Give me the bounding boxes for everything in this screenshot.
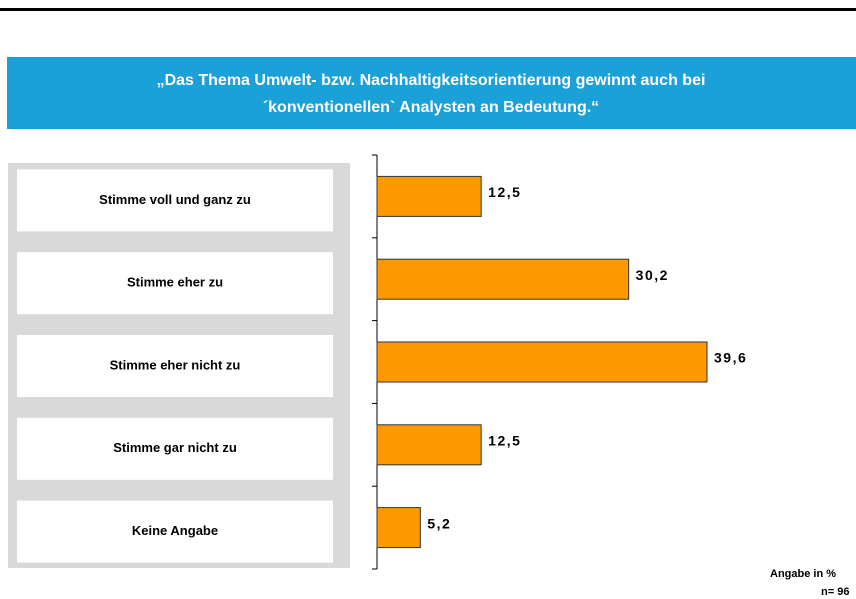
- bar: [376, 424, 482, 466]
- bar: [376, 258, 630, 300]
- value-label: 12,5: [488, 433, 521, 449]
- bar: [376, 341, 708, 383]
- category-label: Stimme gar nicht zu: [113, 440, 237, 455]
- top-rule: [0, 8, 856, 11]
- label-box: [17, 417, 333, 480]
- category-label: Stimme eher zu: [127, 275, 223, 290]
- label-box: [17, 169, 333, 232]
- bar: [376, 507, 421, 549]
- label-box: [17, 252, 333, 315]
- value-label: 12,5: [488, 184, 521, 200]
- note: n= 96: [821, 586, 849, 598]
- category-label: Keine Angabe: [132, 523, 218, 538]
- note: Angabe in %: [770, 568, 836, 580]
- title-banner: [7, 57, 856, 129]
- category-label: Stimme voll und ganz zu: [99, 192, 251, 207]
- bar: [376, 175, 482, 217]
- value-label: 30,2: [636, 267, 669, 283]
- category-label: Stimme eher nicht zu: [110, 357, 241, 372]
- label-box: [17, 335, 333, 397]
- chart-title: „Das Thema Umwelt- bzw. Nachhaltigkeitso…: [157, 72, 706, 89]
- label-box: [17, 500, 333, 563]
- chart-title: ´konventionellen` Analysten an Bedeutung…: [263, 99, 599, 116]
- value-label: 5,2: [427, 515, 451, 531]
- value-label: 39,6: [714, 350, 747, 366]
